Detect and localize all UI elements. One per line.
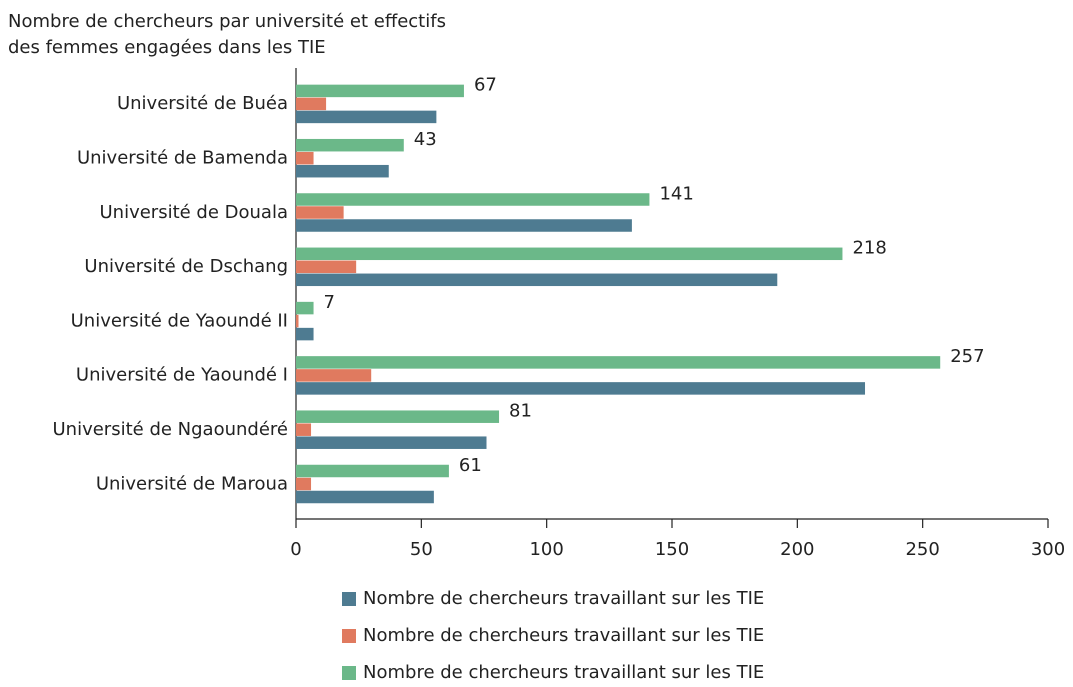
- bar: [296, 464, 449, 478]
- data-label: 61: [459, 455, 482, 476]
- data-label: 7: [324, 292, 335, 313]
- bar: [296, 97, 327, 111]
- bar: [296, 410, 500, 423]
- x-tick-label: 0: [290, 539, 301, 560]
- bar: [296, 84, 464, 98]
- y-tick-label: Université de Maroua: [96, 473, 288, 494]
- legend-label: Nombre de chercheurs travaillant sur les…: [363, 588, 764, 609]
- bar: [296, 138, 404, 152]
- y-tick-label: Université de Douala: [99, 202, 288, 223]
- bar: [296, 490, 434, 504]
- bar: [296, 164, 389, 178]
- chart-title: des femmes engagées dans les TIE: [8, 37, 326, 58]
- x-tick-label: 200: [780, 539, 814, 560]
- data-label: 67: [474, 75, 497, 96]
- y-tick-label: Université de Buéa: [117, 93, 288, 114]
- y-tick-label: Université de Yaoundé I: [76, 365, 288, 386]
- x-tick-label: 250: [905, 539, 939, 560]
- bar: [296, 314, 299, 328]
- bar: [296, 301, 314, 315]
- bar: [296, 206, 344, 219]
- bar: [296, 369, 372, 382]
- data-label: 141: [659, 183, 693, 204]
- bar: [296, 151, 314, 165]
- legend-label: Nombre de chercheurs travaillant sur les…: [363, 662, 764, 683]
- x-tick-label: 300: [1031, 539, 1065, 560]
- bar: [296, 436, 487, 449]
- x-tick-label: 100: [529, 539, 563, 560]
- bar: [296, 382, 866, 395]
- legend-swatch: [342, 666, 356, 680]
- bar: [296, 110, 437, 124]
- y-tick-label: Université de Ngaoundéré: [53, 419, 289, 440]
- bar: [296, 193, 650, 206]
- legend-swatch: [342, 629, 356, 643]
- bar: [296, 219, 632, 232]
- bar: [296, 356, 941, 369]
- x-tick-label: 150: [655, 539, 689, 560]
- chart-title: Nombre de chercheurs par université et e…: [8, 11, 446, 32]
- legend-swatch: [342, 592, 356, 606]
- bar: [296, 477, 312, 491]
- bar: [296, 260, 357, 274]
- data-label: 218: [852, 238, 886, 259]
- bar: [296, 247, 843, 261]
- x-tick-label: 50: [410, 539, 433, 560]
- data-label: 81: [509, 400, 532, 421]
- y-tick-label: Université de Dschang: [84, 256, 288, 277]
- data-label: 257: [950, 346, 984, 367]
- y-tick-label: Université de Yaoundé II: [71, 310, 288, 331]
- bar: [296, 273, 778, 287]
- y-tick-label: Université de Bamenda: [77, 147, 288, 168]
- bar: [296, 423, 312, 436]
- data-label: 43: [414, 129, 437, 150]
- bar: [296, 327, 314, 341]
- legend-label: Nombre de chercheurs travaillant sur les…: [363, 625, 764, 646]
